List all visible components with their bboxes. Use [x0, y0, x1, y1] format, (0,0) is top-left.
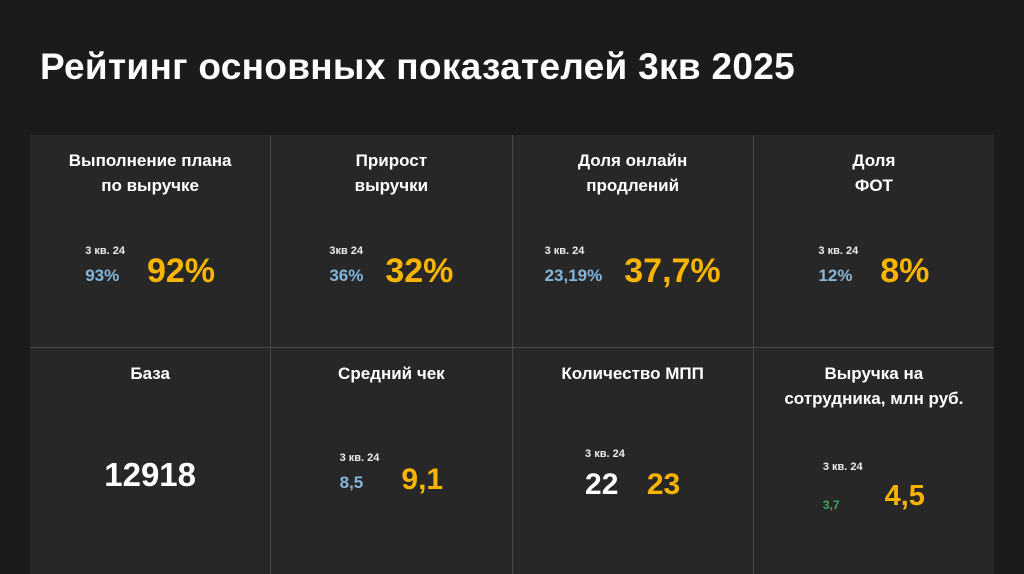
current-value: 9,1 — [401, 463, 444, 497]
period-label: 3 кв. 24 — [339, 452, 380, 465]
current-value: 92% — [146, 251, 216, 290]
period-label: 3 кв. 24 — [818, 244, 859, 257]
current-value: 4,5 — [884, 480, 925, 513]
metric-title-line: ФОТ — [854, 175, 893, 195]
metric-title-line: Доля — [852, 151, 896, 170]
metric-title-line: по выручке — [101, 175, 200, 195]
metric-title: Доля ФОТ — [762, 149, 986, 198]
current-value: 37,7% — [624, 251, 721, 290]
previous-value: 22 — [585, 467, 619, 501]
period-label: 3 кв. 24 — [822, 461, 863, 474]
metric-title-line: Выручка на — [824, 364, 924, 383]
previous-value-block: 3кв 24 36% — [329, 244, 364, 288]
previous-value-block: 3 кв. 24 23,19% — [544, 244, 603, 288]
metric-card-base: База 12918 — [30, 348, 271, 574]
metric-values: 3 кв. 24 23,19% 37,7% — [521, 244, 745, 290]
previous-value: 93% — [85, 265, 120, 285]
previous-value-block: 3 кв. 24 3,7 — [822, 461, 863, 513]
metric-title: Выполнение плана по выручке — [38, 149, 262, 198]
metric-card-online-renewals-share: Доля онлайн продлений 3 кв. 24 23,19% 37… — [512, 135, 753, 347]
current-value: 32% — [385, 251, 454, 290]
metric-title: Средний чек — [279, 362, 503, 387]
metric-title-line: Выполнение плана — [68, 151, 232, 170]
current-value: 8% — [880, 251, 930, 290]
metric-card-mpp-count: Количество МПП 3 кв. 24 22 23 — [512, 348, 753, 574]
period-label: 3кв 24 — [329, 244, 364, 257]
previous-value: 23,19% — [544, 265, 603, 285]
metric-title-line: Прирост — [355, 151, 428, 170]
metric-values: 3 кв. 24 8,5 9,1 — [279, 453, 503, 495]
metric-title-line: База — [130, 364, 170, 383]
metric-values: 3 кв. 24 3,7 4,5 — [762, 461, 986, 513]
previous-value-block: 3 кв. 24 12% — [818, 244, 859, 288]
metric-values: 3кв 24 36% 32% — [279, 244, 503, 290]
previous-value: 3,7 — [822, 498, 840, 513]
base-value: 12918 — [104, 455, 196, 493]
metric-title: База — [38, 362, 262, 387]
metric-title-line: Количество МПП — [561, 364, 704, 383]
metric-card-revenue-growth: Прирост выручки 3кв 24 36% 32% — [271, 135, 512, 347]
current-value: 23 — [646, 467, 681, 501]
period-label: 3 кв. 24 — [585, 447, 625, 460]
previous-value: 36% — [329, 265, 364, 285]
metric-values: 3 кв. 24 12% 8% — [762, 244, 986, 290]
metric-card-payroll-share: Доля ФОТ 3 кв. 24 12% 8% — [753, 135, 994, 347]
metric-title: Доля онлайн продлений — [521, 149, 745, 198]
previous-value-block: 3 кв. 24 93% — [85, 244, 125, 288]
metric-values: 3 кв. 24 93% 92% — [38, 244, 262, 290]
previous-value: 12% — [818, 265, 853, 285]
period-label: 3 кв. 24 — [85, 244, 125, 257]
period-label: 3 кв. 24 — [544, 244, 585, 257]
metric-title-line: сотрудника, млн руб. — [784, 388, 964, 408]
page-title: Рейтинг основных показателей 3кв 2025 — [40, 46, 796, 87]
metric-card-plan-fulfillment: Выполнение плана по выручке 3 кв. 24 93%… — [30, 135, 271, 347]
metric-card-average-check: Средний чек 3 кв. 24 8,5 9,1 — [271, 348, 512, 574]
previous-value: 8,5 — [339, 473, 364, 493]
metric-title: Прирост выручки — [279, 149, 503, 198]
previous-value-block: 3 кв. 24 22 — [585, 447, 625, 501]
metrics-grid: Выполнение плана по выручке 3 кв. 24 93%… — [30, 135, 994, 574]
previous-value-block: 3 кв. 24 8,5 — [340, 453, 380, 495]
metric-title: Количество МПП — [521, 362, 745, 387]
metric-title-line: Доля онлайн — [577, 151, 688, 170]
metric-card-revenue-per-employee: Выручка на сотрудника, млн руб. 3 кв. 24… — [753, 348, 994, 574]
metric-title-line: выручки — [354, 175, 429, 195]
metric-title-line: Средний чек — [338, 364, 445, 383]
metric-title: Выручка на сотрудника, млн руб. — [762, 362, 986, 411]
metric-values: 3 кв. 24 22 23 — [521, 447, 745, 501]
metric-title-line: продлений — [586, 175, 680, 195]
